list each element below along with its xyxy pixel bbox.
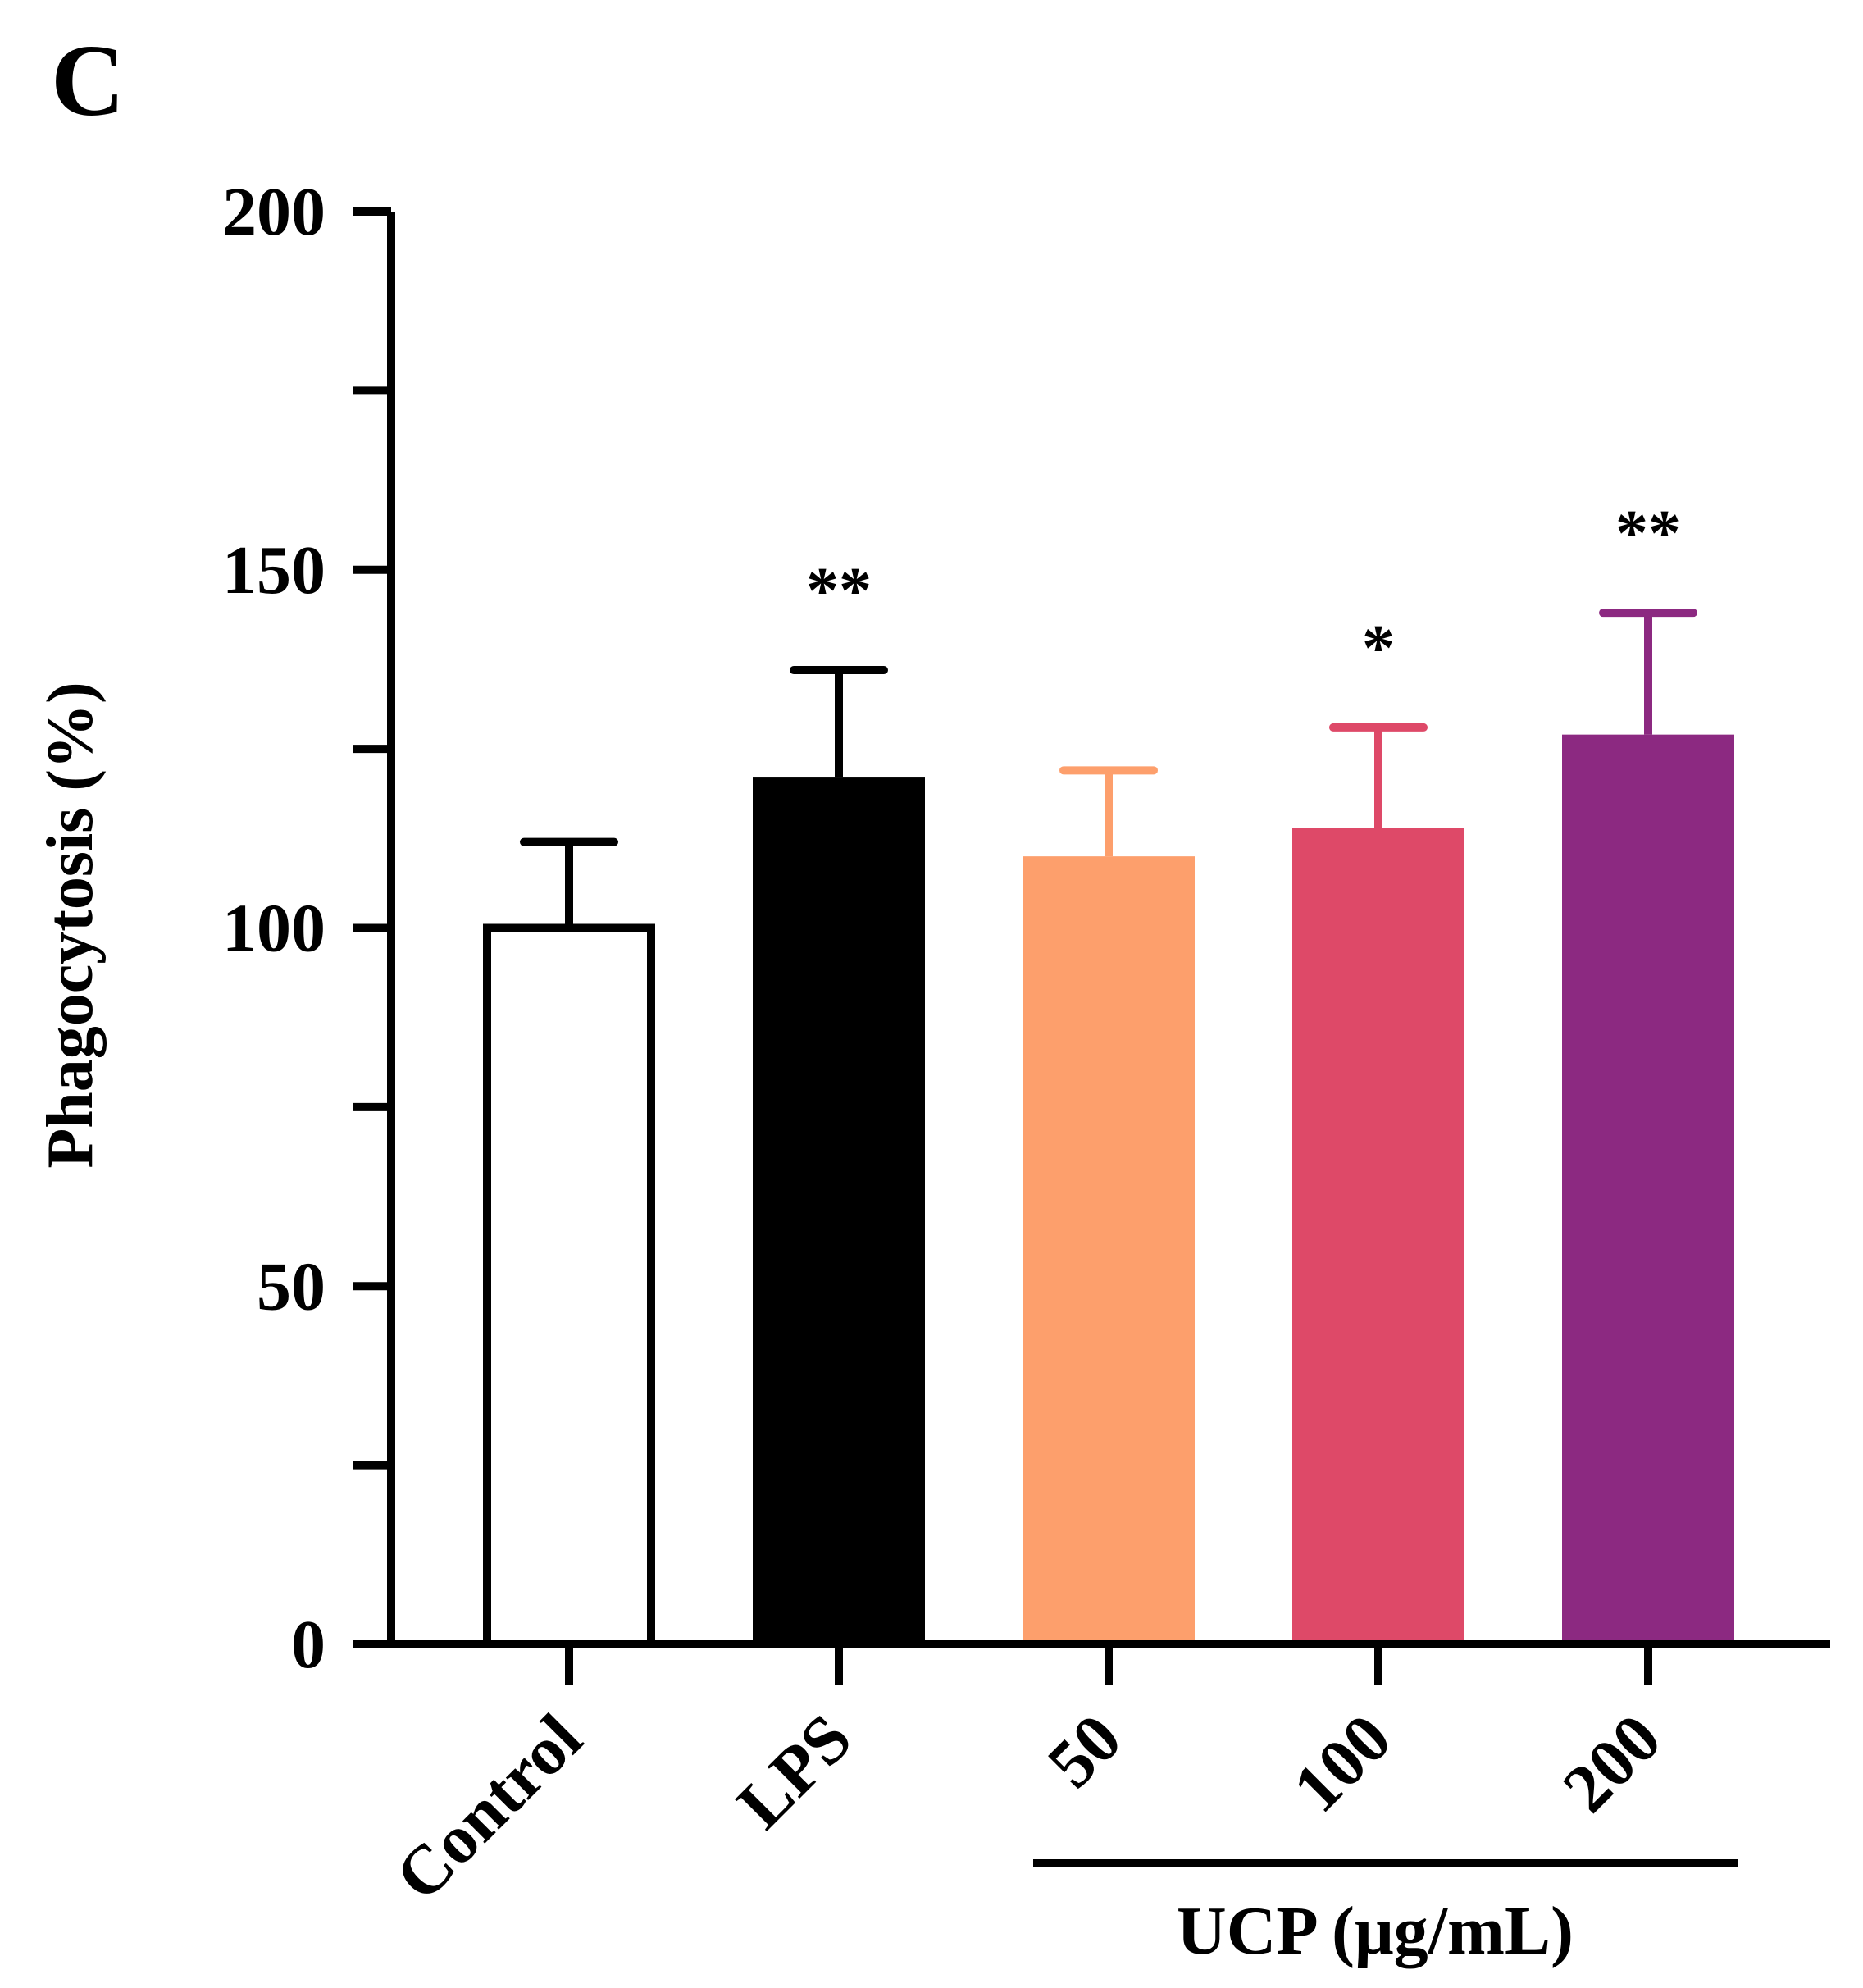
bars-layer — [483, 609, 1734, 1648]
axes-layer — [353, 207, 1830, 1685]
significance-mark-1: ** — [806, 555, 872, 627]
bar-4 — [1562, 734, 1734, 1644]
x-tick-label-2: 50 — [1033, 1700, 1136, 1803]
group-label: UCP (μg/mL) — [1177, 1893, 1574, 1969]
bar-0 — [483, 923, 655, 1648]
y-tick-label-50: 50 — [257, 1248, 326, 1325]
y-tick-label-150: 150 — [222, 532, 326, 609]
bar-2 — [1023, 856, 1195, 1644]
y-tick-label-100: 100 — [222, 891, 326, 967]
x-tick-label-4: 200 — [1549, 1700, 1676, 1827]
x-tick-label-1: LPS — [723, 1700, 867, 1844]
significance-mark-3: * — [1362, 613, 1395, 685]
y-axis-label: Phagocytosis (%) — [34, 682, 107, 1168]
y-tick-label-200: 200 — [222, 174, 326, 250]
y-tick-label-0: 0 — [291, 1607, 326, 1683]
x-tick-label-3: 100 — [1279, 1700, 1406, 1827]
significance-mark-4: ** — [1615, 498, 1681, 570]
x-tick-label-0: Control — [381, 1700, 597, 1916]
panel-label: C — [51, 25, 125, 138]
bar-3 — [1292, 828, 1464, 1644]
bar-1 — [753, 777, 925, 1645]
